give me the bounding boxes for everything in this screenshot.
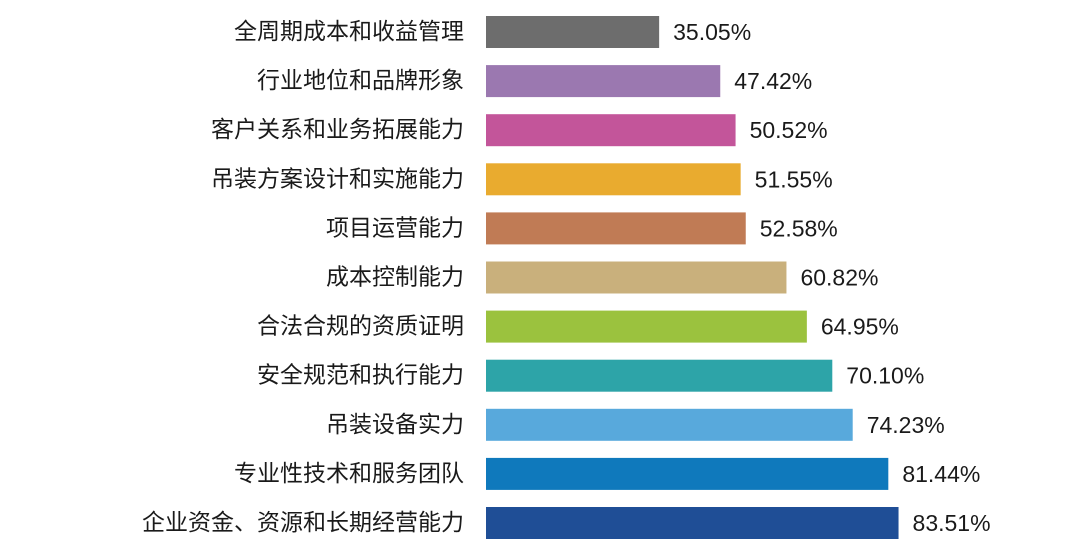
bar	[486, 65, 721, 98]
category-label: 企业资金、资源和长期经营能力	[142, 510, 464, 536]
category-label: 行业地位和品牌形象	[257, 68, 464, 94]
value-label: 47.42%	[734, 68, 812, 94]
category-label: 合法合规的资质证明	[257, 314, 464, 340]
category-label: 安全规范和执行能力	[257, 363, 464, 389]
bar	[486, 212, 746, 245]
category-label: 项目运营能力	[326, 215, 464, 241]
bar	[486, 114, 736, 147]
bar	[486, 408, 853, 441]
value-label: 35.05%	[673, 19, 751, 45]
category-label: 成本控制能力	[326, 265, 464, 291]
category-label: 吊装方案设计和实施能力	[211, 166, 464, 192]
value-label: 70.10%	[846, 363, 924, 389]
bar	[486, 261, 787, 294]
bar	[486, 16, 660, 48]
bar	[486, 457, 889, 490]
category-label: 吊装设备实力	[326, 412, 464, 438]
bar	[486, 163, 741, 196]
value-label: 81.44%	[902, 461, 980, 487]
value-label: 52.58%	[760, 215, 838, 241]
category-label: 全周期成本和收益管理	[234, 19, 464, 45]
bar	[486, 507, 899, 539]
value-label: 50.52%	[750, 117, 828, 143]
value-label: 74.23%	[867, 412, 945, 438]
bar	[486, 359, 833, 392]
category-label: 客户关系和业务拓展能力	[211, 117, 464, 143]
value-label: 51.55%	[755, 166, 833, 192]
bar	[486, 310, 807, 343]
value-label: 83.51%	[913, 510, 991, 536]
bars-layer: 全周期成本和收益管理 35.05% 行业地位和品牌形象 47.42% 客户关系和业务拓展…	[142, 16, 991, 539]
value-label: 64.95%	[821, 314, 899, 340]
value-label: 60.82%	[800, 265, 878, 291]
category-label: 专业性技术和服务团队	[234, 461, 464, 487]
